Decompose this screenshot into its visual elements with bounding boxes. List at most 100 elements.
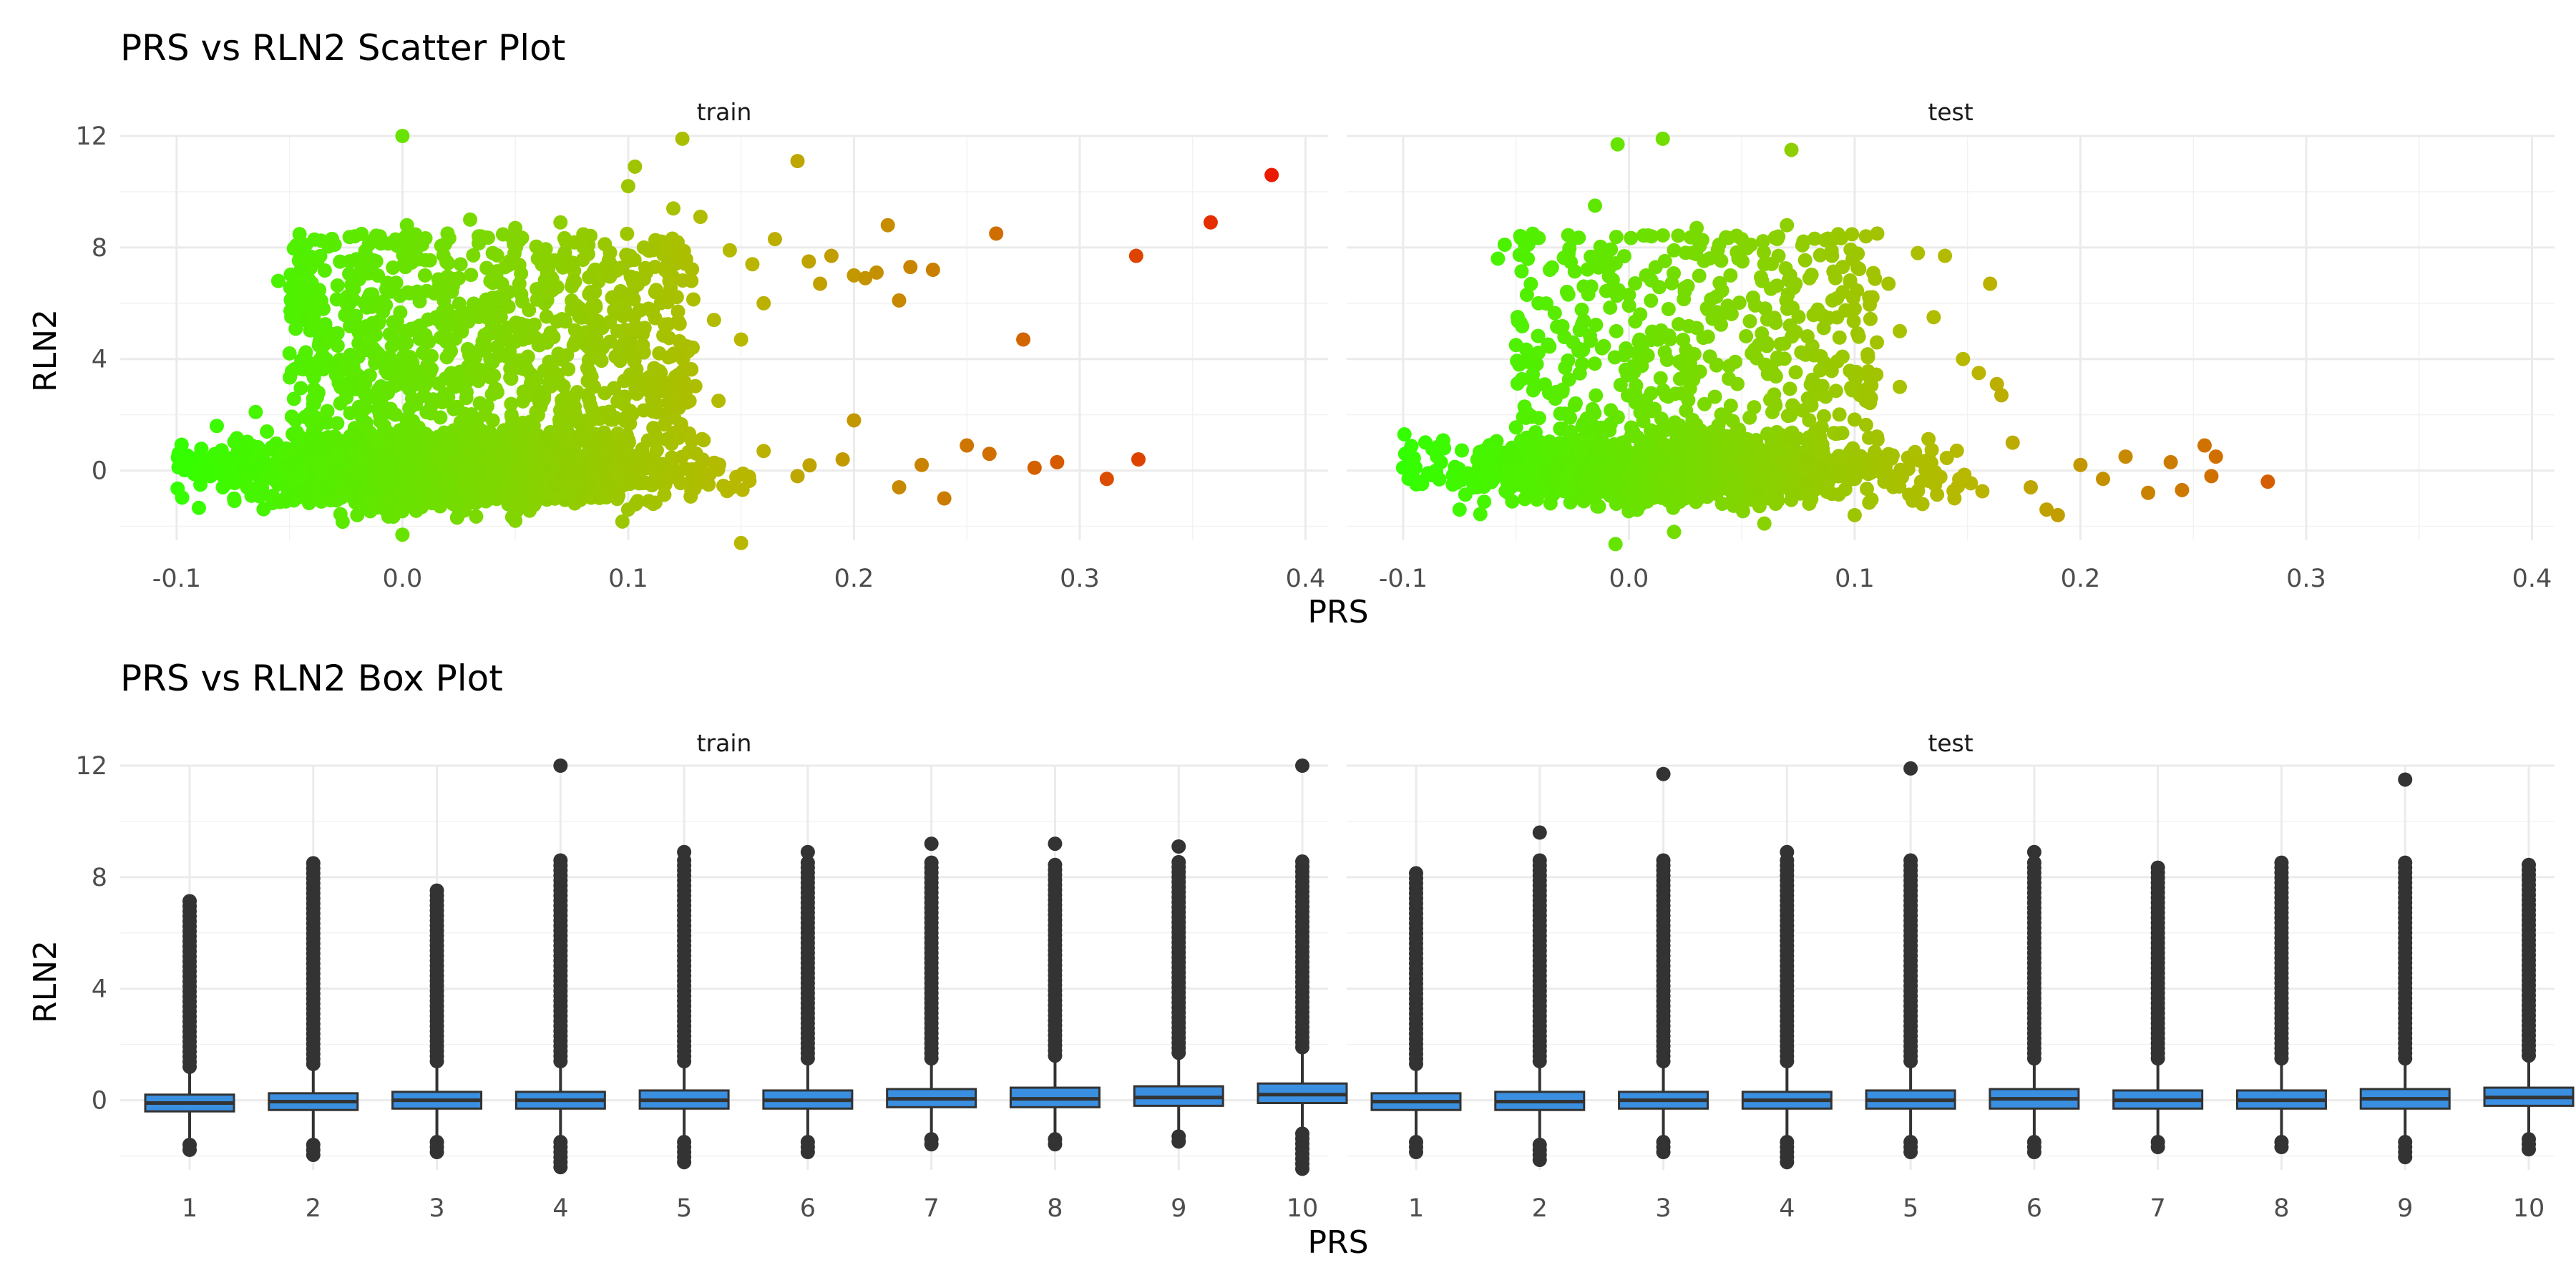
scatter-point: [248, 404, 263, 419]
scatter-cloud-point: [610, 394, 625, 409]
scatter-cloud-point: [321, 331, 336, 346]
scatter-cloud-point: [433, 410, 448, 425]
scatter-cloud-point: [645, 303, 660, 318]
scatter-cloud-point: [453, 257, 468, 272]
scatter-cloud-point: [687, 482, 702, 497]
scatter-cloud-point: [545, 283, 560, 298]
scatter-cloud-point: [688, 446, 703, 461]
scatter-cloud-point: [374, 477, 389, 492]
scatter-cloud-point: [410, 320, 425, 335]
scatter-cloud-point: [484, 301, 499, 316]
box-y-axis-label: RLN2: [27, 940, 64, 1023]
scatter-cloud-point: [307, 232, 322, 247]
scatter-cloud-point: [580, 457, 595, 472]
scatter-cloud-point: [209, 419, 224, 434]
scatter-cloud-point: [376, 457, 391, 472]
scatter-cloud-point: [457, 464, 472, 479]
scatter-cloud-point: [343, 318, 358, 333]
scatter-point: [1203, 215, 1218, 230]
scatter-cloud-point: [306, 391, 321, 406]
scatter-point: [880, 218, 895, 233]
scatter-cloud-point: [1939, 450, 1954, 465]
scatter-cloud-point: [1864, 492, 1879, 507]
scatter-cloud-point: [608, 465, 623, 480]
scatter-cloud-point: [570, 411, 585, 426]
scatter-cloud-point: [657, 317, 672, 332]
scatter-cloud-point: [660, 384, 675, 399]
scatter-point: [565, 279, 580, 294]
scatter-cloud-point: [343, 406, 358, 421]
scatter-cloud-point: [590, 313, 605, 328]
scatter-cloud-point: [607, 381, 622, 396]
scatter-point: [1050, 454, 1065, 469]
scatter-cloud-point: [454, 452, 469, 467]
scatter-point: [214, 449, 229, 464]
scatter-cloud-point: [1770, 494, 1785, 509]
scatter-point: [372, 229, 387, 244]
scatter-point: [892, 293, 907, 308]
scatter-cloud-point: [313, 248, 328, 263]
scatter-point: [1027, 460, 1042, 475]
scatter-cloud-point: [527, 330, 542, 345]
scatter-point: [474, 341, 489, 356]
scatter-point: [270, 273, 286, 288]
scatter-cloud-point: [580, 361, 595, 376]
scatter-cloud-point: [507, 481, 522, 496]
scatter-cloud-point: [472, 396, 487, 411]
scatter-cloud-point: [459, 411, 474, 426]
scatter-point: [610, 298, 625, 313]
scatter-point: [733, 535, 748, 550]
scatter-cloud-point: [384, 339, 399, 354]
scatter-point: [835, 452, 850, 467]
scatter-point: [305, 366, 320, 381]
scatter-cloud-point: [625, 252, 640, 267]
scatter-cloud-point: [546, 330, 561, 345]
scatter-cloud-point: [623, 269, 638, 284]
scatter-cloud-point: [652, 346, 667, 361]
scatter-cloud-point: [494, 446, 509, 461]
scatter-point: [756, 296, 771, 311]
scatter-point: [508, 513, 523, 528]
scatter-cloud-point: [406, 423, 421, 438]
scatter-cloud-point: [688, 379, 703, 394]
scatter-cloud-point: [670, 313, 686, 328]
scatter-point: [399, 218, 414, 233]
scatter-cloud-point: [684, 462, 699, 477]
scatter-cloud-point: [612, 344, 627, 359]
scatter-cloud-point: [393, 288, 408, 303]
scatter-point: [657, 240, 672, 255]
scatter-cloud-point: [482, 453, 497, 468]
scatter-cloud-point: [383, 401, 398, 416]
scatter-point: [237, 457, 252, 472]
scatter-cloud-point: [675, 338, 691, 353]
scatter-cloud-point: [570, 476, 585, 491]
scatter-cloud-point: [358, 401, 373, 416]
scatter-cloud-point: [615, 514, 630, 529]
scatter-cloud-point: [620, 226, 635, 241]
scatter-cloud-point: [636, 403, 651, 418]
scatter-point: [338, 385, 353, 400]
scatter-cloud-point: [663, 288, 678, 303]
scatter-cloud-point: [351, 427, 366, 442]
scatter-cloud-point: [399, 336, 414, 351]
scatter-cloud-point: [528, 469, 543, 484]
scatter-cloud-point: [436, 425, 452, 440]
scatter-cloud-point: [284, 309, 299, 324]
scatter-cloud-point: [492, 348, 507, 363]
scatter-cloud-point: [602, 245, 618, 260]
scatter-cloud-point: [570, 385, 585, 400]
scatter-point: [497, 293, 512, 308]
scatter-cloud-point: [219, 466, 234, 481]
scatter-cloud-point: [364, 493, 379, 508]
scatter-cloud-point: [283, 280, 298, 295]
scatter-cloud-point: [1894, 469, 1909, 484]
scatter-cloud-point: [514, 441, 530, 456]
scatter-point: [675, 131, 690, 146]
scatter-cloud-point: [421, 467, 436, 482]
scatter-cloud-point: [435, 395, 450, 410]
scatter-cloud-point: [676, 243, 691, 258]
scatter-cloud-point: [678, 391, 693, 406]
scatter-cloud-point: [735, 482, 750, 497]
scatter-cloud-point: [264, 439, 279, 454]
